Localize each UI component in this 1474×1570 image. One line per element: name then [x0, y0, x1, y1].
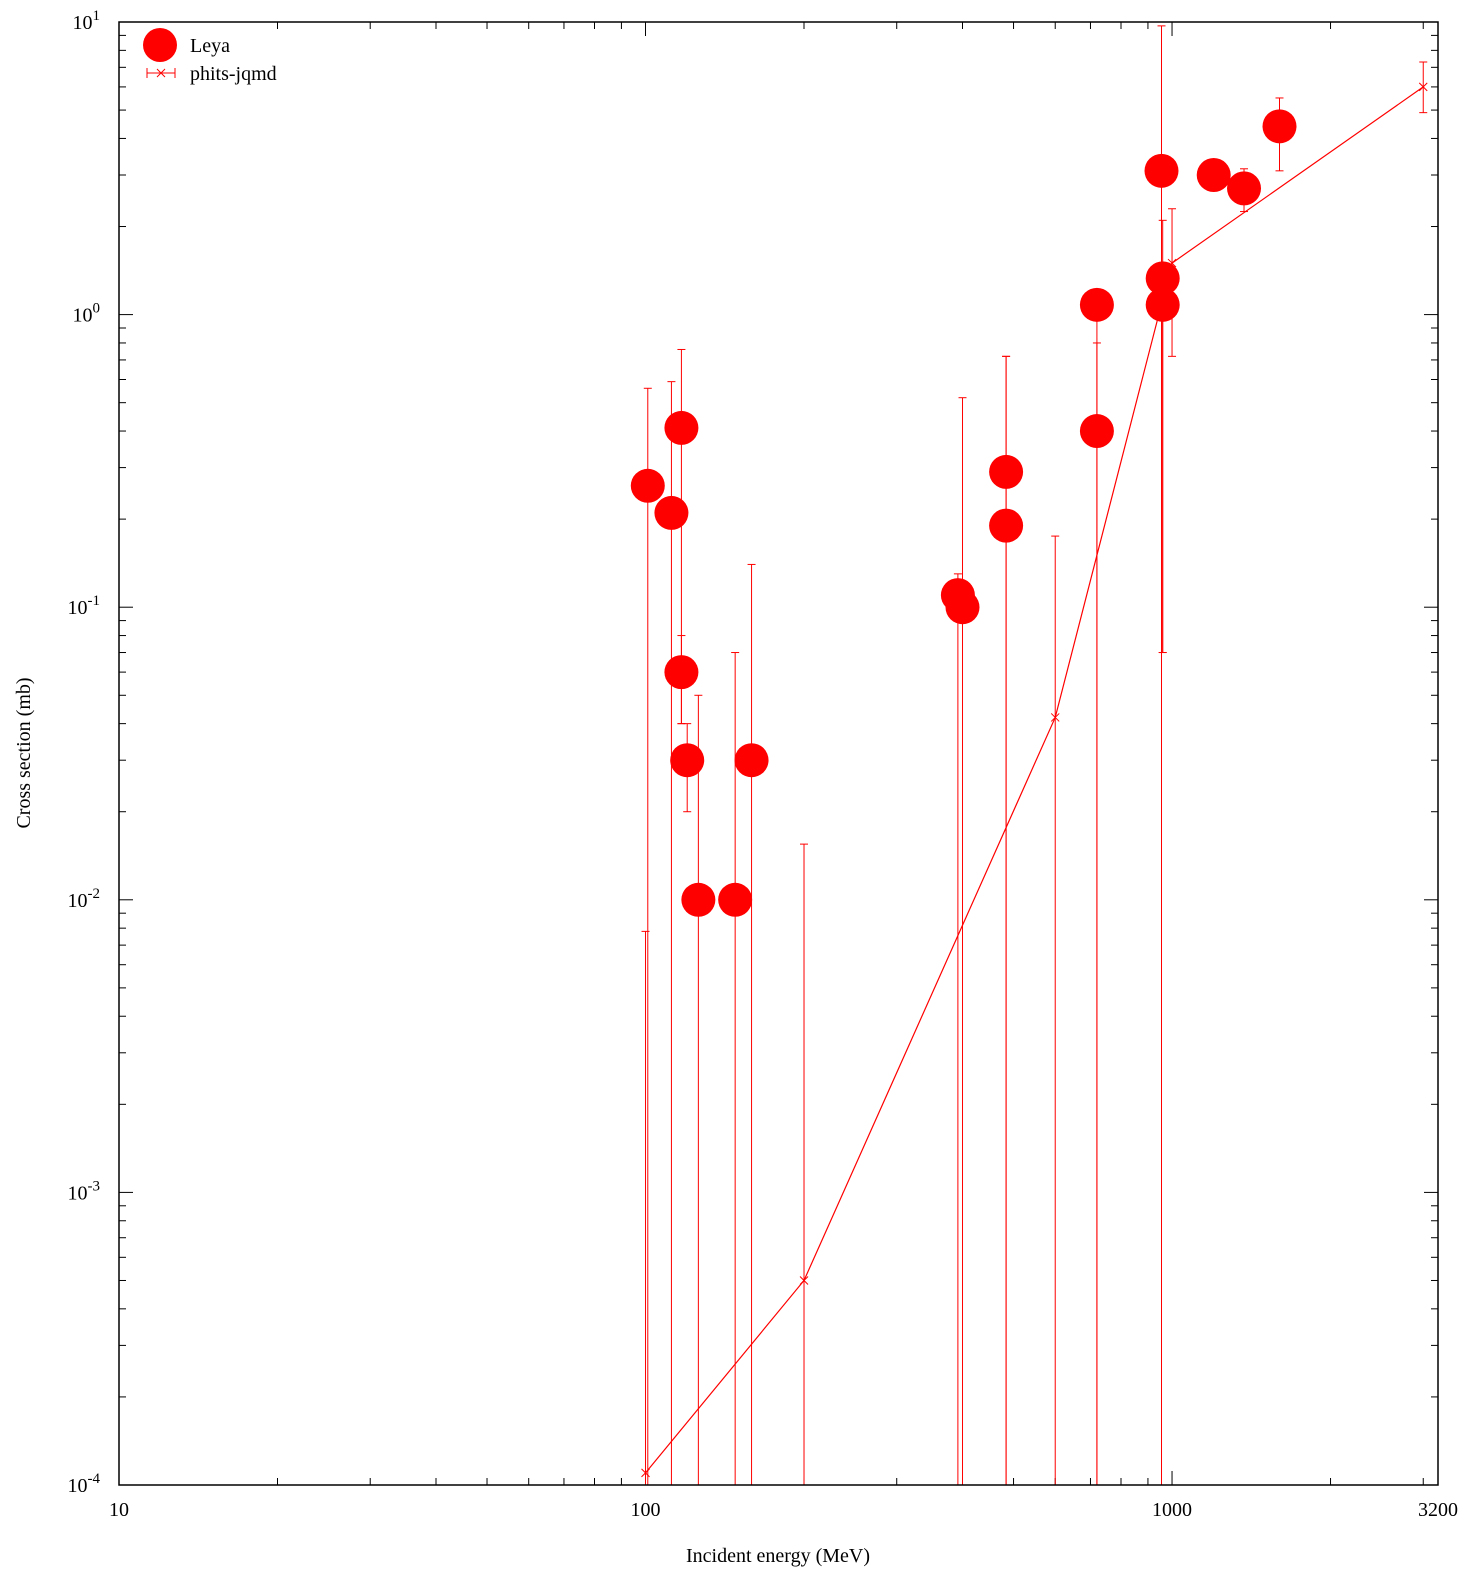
- legend: Leya phits-jqmd: [143, 28, 277, 85]
- data-point: [989, 454, 1024, 489]
- data-point: [664, 410, 699, 445]
- data-point: [681, 882, 716, 917]
- data-point: [630, 468, 665, 503]
- legend-cross-phits: [156, 68, 166, 78]
- point-cross: [1050, 713, 1060, 722]
- data-point: [799, 1276, 809, 1285]
- data-point: [1262, 109, 1297, 144]
- y-tick-label: 10-3: [68, 1178, 101, 1204]
- x-tick-label: 100: [631, 1499, 661, 1521]
- point-cross: [1418, 82, 1428, 92]
- y-tick-label: 100: [73, 301, 101, 327]
- data-point: [945, 590, 980, 625]
- y-tick-label: 10-4: [68, 1471, 101, 1497]
- data-point: [1079, 414, 1114, 449]
- data-point: [1227, 171, 1262, 206]
- data-point: [718, 882, 753, 917]
- tick-marks: [118, 22, 1438, 1486]
- x-tick-label: 3200: [1418, 1499, 1458, 1521]
- series-line: [645, 86, 1424, 1474]
- data-point: [1144, 153, 1179, 188]
- plot-frame: [118, 21, 1439, 1486]
- point-cross: [799, 1276, 809, 1285]
- legend-label-phits-jqmd: phits-jqmd: [190, 63, 277, 85]
- y-tick-label: 10-1: [68, 593, 101, 619]
- legend-marker-leya: [143, 28, 177, 62]
- y-axis-label: Cross section (mb): [13, 677, 35, 828]
- tick-labels: 10 100 1000 3200 10-4 10-3 10-2 10-1 100 101: [68, 8, 1459, 1521]
- legend-label-leya: Leya: [190, 35, 230, 57]
- data-point: [654, 495, 689, 530]
- series-leya: [630, 25, 1297, 1486]
- data-point: [1196, 157, 1231, 192]
- data-point: [664, 655, 699, 690]
- data-point: [1145, 287, 1180, 322]
- data-point: [734, 743, 769, 778]
- x-axis-label: Incident energy (MeV): [686, 1545, 870, 1567]
- x-tick-label: 10: [109, 1499, 129, 1521]
- data-point: [1079, 287, 1114, 322]
- y-tick-label: 101: [73, 8, 101, 34]
- x-tick-label: 1000: [1152, 1499, 1192, 1521]
- data-point: [989, 508, 1024, 543]
- data-point: [1418, 82, 1428, 92]
- y-tick-label: 10-2: [68, 886, 101, 912]
- data-point: [1050, 713, 1060, 722]
- data-point: [1145, 261, 1180, 296]
- plot-area: [630, 25, 1428, 1486]
- data-point: [670, 743, 705, 778]
